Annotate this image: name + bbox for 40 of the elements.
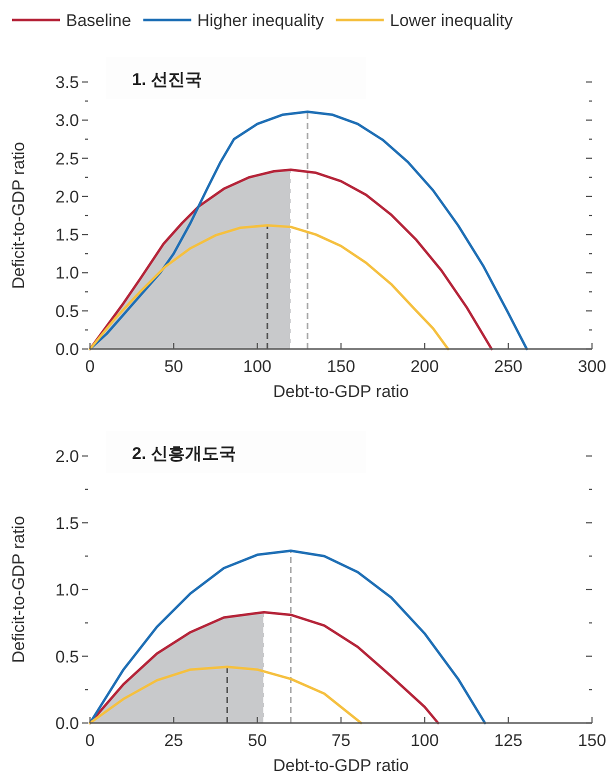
y-tick-label: 1.5 [55, 226, 79, 245]
y-tick-label: 0.0 [55, 340, 79, 359]
chart-title: 1. 선진국 [132, 70, 202, 89]
chart-title: 2. 신흥개도국 [132, 444, 236, 463]
y-tick-label: 0.5 [55, 302, 79, 321]
line-series [88, 550, 486, 724]
line-series [88, 666, 362, 724]
line-series [88, 224, 450, 350]
x-tick-label: 25 [164, 731, 184, 750]
x-tick-label: 250 [494, 357, 523, 376]
x-tick-label: 150 [578, 731, 606, 750]
x-tick-label: 50 [248, 731, 267, 750]
y-tick-label: 1.0 [55, 264, 79, 283]
x-tick-label: 100 [243, 357, 272, 376]
x-tick-label: 50 [164, 357, 184, 376]
y-tick-label: 2.5 [55, 149, 79, 168]
line-series [88, 168, 493, 350]
x-axis-title: Debt-to-GDP ratio [273, 382, 409, 401]
y-tick-label: 2.0 [55, 187, 79, 206]
x-tick-label: 100 [410, 731, 439, 750]
x-tick-label: 75 [332, 731, 350, 750]
y-tick-label: 2.0 [55, 447, 79, 466]
y-tick-label: 1.5 [55, 514, 79, 533]
y-tick-label: 1.0 [55, 580, 79, 600]
x-tick-label: 300 [578, 357, 606, 376]
x-tick-label: 125 [494, 731, 523, 750]
y-axis-title: Deficit-to-GDP ratio [9, 516, 28, 664]
legend-label: Higher inequality [197, 11, 324, 30]
x-tick-label: 200 [410, 357, 439, 376]
x-tick-label: 150 [326, 357, 356, 376]
x-tick-label: 0 [85, 357, 95, 376]
y-axis-title: Deficit-to-GDP ratio [9, 142, 28, 290]
x-tick-label: 0 [85, 731, 95, 750]
y-tick-label: 3.5 [55, 73, 79, 92]
legend-label: Baseline [66, 11, 132, 30]
y-tick-label: 0.5 [55, 647, 79, 666]
x-axis-title: Debt-to-GDP ratio [273, 756, 409, 775]
y-tick-label: 3.0 [55, 111, 79, 130]
legend-label: Lower inequality [390, 11, 514, 30]
y-tick-label: 0.0 [55, 714, 79, 733]
